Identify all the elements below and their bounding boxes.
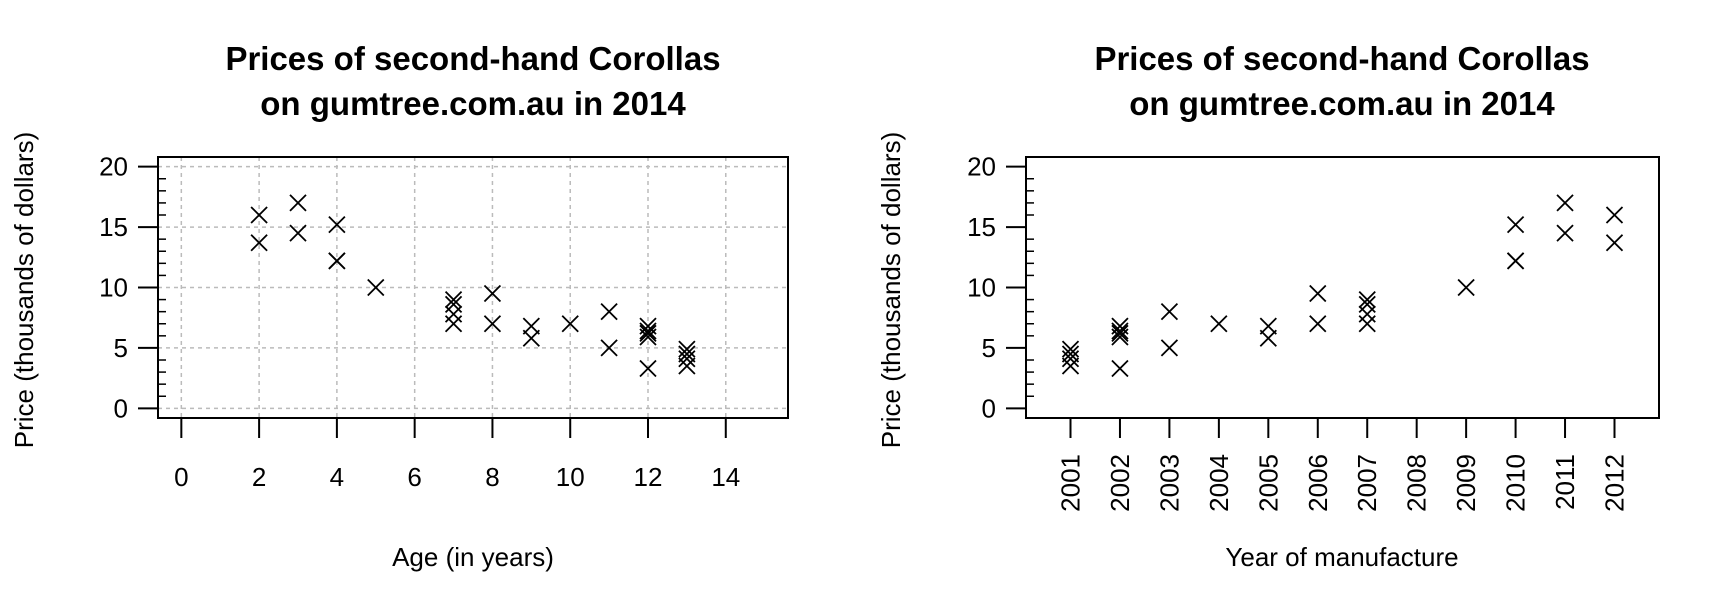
x-axis-label: Age (in years): [392, 542, 554, 572]
data-point: [1309, 315, 1327, 333]
data-point: [678, 345, 696, 363]
y-tick-label: 0: [982, 393, 996, 423]
data-point: [1605, 206, 1624, 224]
data-point: [444, 305, 463, 323]
age-price-plot: Prices of second-hand Corollas on gumtre…: [9, 40, 789, 572]
data-point: [1605, 234, 1624, 252]
data-point: [1556, 224, 1574, 242]
x-tick-label: 2006: [1303, 454, 1333, 512]
data-point: [1111, 324, 1129, 343]
data-point: [522, 317, 540, 335]
data-point: [639, 328, 657, 346]
data-point: [678, 357, 696, 375]
x-tick-label: 2: [252, 462, 266, 492]
x-tick-label: 2008: [1402, 454, 1432, 512]
y-tick-label: 15: [967, 212, 996, 242]
data-point: [561, 315, 579, 333]
data-point: [328, 252, 346, 270]
x-tick-label: 4: [330, 462, 344, 492]
x-tick-label: 0: [174, 462, 188, 492]
x-tick-label: 2012: [1599, 454, 1629, 512]
data-point: [1506, 252, 1525, 270]
x-tick-label: 2011: [1550, 454, 1580, 510]
data-point: [1061, 350, 1080, 368]
x-tick-label: 6: [407, 462, 421, 492]
data-point: [250, 206, 268, 224]
year-price-plot: Prices of second-hand Corollas on gumtre…: [876, 40, 1660, 572]
data-point: [1160, 303, 1179, 321]
y-tick-label: 5: [114, 333, 128, 363]
y-axis-label: Price (thousands of dollars): [9, 132, 39, 448]
data-point: [1061, 345, 1080, 363]
y-tick-label: 10: [99, 273, 128, 303]
data-point: [600, 303, 618, 321]
x-tick-label: 10: [556, 462, 585, 492]
y-tick-label: 15: [99, 212, 128, 242]
chart-title-line1: Prices of second-hand Corollas: [1094, 40, 1589, 77]
plot-box: [1025, 156, 1660, 419]
data-point: [1160, 339, 1179, 357]
chart-title-line1: Prices of second-hand Corollas: [225, 40, 720, 77]
data-point: [1309, 284, 1327, 303]
data-point: [289, 224, 307, 242]
x-tick-label: 2003: [1154, 454, 1184, 512]
data-point: [250, 234, 268, 252]
y-tick-label: 5: [982, 333, 996, 363]
data-point: [1111, 322, 1129, 340]
data-point: [289, 194, 307, 212]
data-point: [1358, 315, 1376, 333]
x-axis-label: Year of manufacture: [1225, 542, 1458, 572]
x-tick-label: 2005: [1253, 454, 1283, 512]
data-point: [1556, 194, 1574, 212]
y-tick-label: 0: [114, 393, 128, 423]
data-point: [1111, 359, 1129, 378]
chart-title-line2: on gumtree.com.au in 2014: [260, 85, 686, 122]
data-point: [483, 284, 502, 303]
data-point: [1506, 216, 1525, 234]
x-tick-label: 2004: [1204, 454, 1234, 512]
data-point: [1111, 328, 1129, 346]
data-point: [1259, 329, 1277, 347]
data-point: [1259, 317, 1277, 335]
data-point: [1457, 278, 1475, 297]
x-tick-label: 2002: [1105, 454, 1135, 512]
data-point: [1210, 315, 1228, 333]
y-tick-label: 20: [99, 152, 128, 182]
data-point: [1358, 305, 1376, 323]
y-tick-label: 10: [967, 273, 996, 303]
x-tick-label: 2001: [1056, 454, 1086, 512]
x-tick-label: 12: [634, 462, 663, 492]
y-axis-label: Price (thousands of dollars): [876, 132, 906, 448]
data-point: [639, 359, 657, 378]
data-point: [328, 216, 346, 234]
data-point: [678, 350, 696, 368]
data-point: [367, 278, 385, 297]
x-tick-label: 14: [711, 462, 740, 492]
data-point: [639, 322, 657, 340]
x-tick-label: 2007: [1352, 454, 1382, 512]
data-point: [444, 315, 463, 333]
x-tick-label: 2009: [1451, 454, 1481, 512]
data-point: [444, 290, 463, 309]
data-point: [1358, 290, 1376, 309]
data-point: [600, 339, 618, 357]
data-point: [1061, 357, 1080, 375]
x-tick-label: 2010: [1501, 454, 1531, 512]
data-point: [639, 324, 657, 343]
data-point: [522, 329, 540, 347]
chart-title-line2: on gumtree.com.au in 2014: [1129, 85, 1555, 122]
data-point: [483, 315, 502, 333]
x-tick-label: 8: [485, 462, 499, 492]
y-tick-label: 20: [967, 152, 996, 182]
